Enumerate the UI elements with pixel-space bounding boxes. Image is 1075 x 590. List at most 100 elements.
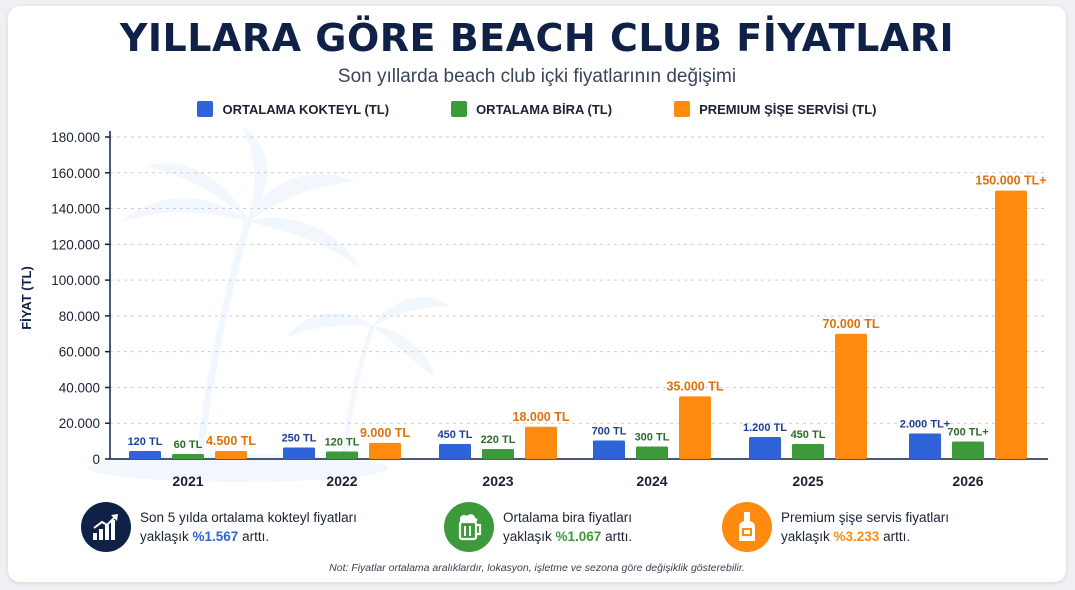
x-tick-label: 2026 [952, 473, 983, 489]
bar-cocktail [909, 433, 941, 459]
y-tick-label: 60.000 [59, 345, 100, 360]
bar-cocktail [749, 437, 781, 459]
bar-beer [792, 444, 824, 459]
x-tick-label: 2023 [482, 473, 513, 489]
grid-lines [110, 136, 1048, 424]
bar-bottle [835, 333, 867, 459]
legend-item-cocktail: ORTALAMA KOKTEYL (TL) [197, 101, 389, 117]
y-tick-label: 160.000 [51, 166, 100, 181]
legend-item-beer: ORTALAMA BİRA (TL) [451, 101, 612, 117]
stat-beer: Ortalama bira fiyatları yaklaşık %1.067 … [444, 502, 632, 552]
bar-bottle [679, 396, 711, 459]
data-label-bottle: 9.000 TL [360, 426, 410, 440]
chart-legend: ORTALAMA KOKTEYL (TL) ORTALAMA BİRA (TL)… [8, 101, 1066, 117]
stat-cocktail-line2: yaklaşık %1.567 arttı. [140, 527, 357, 546]
bar-beer [636, 446, 668, 459]
bottle-icon [739, 512, 755, 541]
stat-beer-text: Ortalama bira fiyatları yaklaşık %1.067 … [503, 508, 632, 546]
chart-axes [105, 131, 1048, 460]
bar-beer [326, 451, 358, 459]
stat-cocktail-suffix: arttı. [238, 529, 270, 544]
stat-beer-suffix: arttı. [601, 529, 633, 544]
stat-cocktail-line1: Son 5 yılda ortalama kokteyl fiyatları [140, 510, 357, 525]
data-label-beer: 700 TL+ [947, 427, 988, 439]
stat-beer-line1: Ortalama bira fiyatları [503, 510, 633, 525]
stat-bottle-prefix: yaklaşık [781, 529, 834, 544]
data-label-beer: 120 TL [325, 437, 360, 449]
beer-mug-icon [458, 514, 482, 541]
data-label-cocktail: 700 TL [592, 426, 627, 438]
chart-bars [129, 190, 1027, 459]
y-tick-label: 100.000 [51, 273, 100, 288]
data-label-beer: 220 TL [481, 434, 516, 446]
legend-label-cocktail: ORTALAMA KOKTEYL (TL) [222, 101, 390, 117]
stat-cocktail: Son 5 yılda ortalama kokteyl fiyatları y… [81, 502, 357, 552]
stat-beer-prefix: yaklaşık [503, 529, 556, 544]
bar-cocktail [593, 440, 625, 459]
y-tick-label: 40.000 [59, 380, 100, 395]
y-tick-label: 180.000 [51, 130, 100, 145]
stat-cocktail-value: %1.567 [192, 529, 239, 544]
legend-swatch-cocktail [197, 101, 214, 117]
data-label-cocktail: 2.000 TL+ [900, 419, 950, 431]
stat-beer-value: %1.067 [555, 529, 602, 544]
x-tick-label: 2022 [326, 473, 357, 489]
page-title: YILLARA GÖRE BEACH CLUB FİYATLARI [119, 16, 955, 60]
y-tick-label: 0 [92, 452, 100, 467]
chart-growth-icon [93, 514, 118, 540]
bar-bottle [369, 442, 401, 459]
data-label-cocktail: 1.200 TL [743, 422, 787, 434]
data-label-cocktail: 250 TL [282, 433, 317, 445]
stat-beer-line2: yaklaşık %1.067 arttı. [503, 527, 632, 546]
data-label-bottle: 4.500 TL [206, 434, 256, 448]
legend-item-bottle: PREMIUM ŞİŞE SERVİSİ (TL) [674, 101, 877, 117]
legend-swatch-beer [451, 101, 468, 117]
stat-cocktail-text: Son 5 yılda ortalama kokteyl fiyatları y… [140, 508, 357, 546]
stat-bottle-value: %3.233 [833, 529, 880, 544]
y-tick-label: 20.000 [59, 416, 100, 431]
data-label-bottle: 70.000 TL [823, 317, 880, 331]
bar-bottle [995, 190, 1027, 459]
legend-label-beer: ORTALAMA BİRA (TL) [476, 101, 613, 117]
data-label-bottle: 150.000 TL+ [975, 174, 1046, 188]
data-label-beer: 300 TL [635, 432, 670, 444]
y-tick-label: 120.000 [51, 237, 100, 252]
bar-bottle [525, 426, 557, 459]
legend-swatch-bottle [674, 101, 691, 117]
stat-bottle-line2: yaklaşık %3.233 arttı. [781, 527, 949, 546]
stat-bottle-badge [722, 502, 772, 552]
stat-cocktail-prefix: yaklaşık [140, 529, 193, 544]
data-label-cocktail: 450 TL [438, 429, 473, 441]
footnote: Not: Fiyatlar ortalama aralıklardır, lok… [329, 562, 745, 574]
data-label-cocktail: 120 TL [128, 436, 163, 448]
palm-tree-watermark [88, 125, 450, 482]
x-tick-label: 2024 [636, 473, 667, 489]
y-tick-label: 140.000 [51, 202, 100, 217]
data-label-beer: 60 TL [174, 439, 203, 451]
bar-beer [952, 441, 984, 459]
bar-cocktail [283, 447, 315, 459]
data-label-bottle: 35.000 TL [667, 379, 724, 393]
stat-bottle-text: Premium şişe servis fiyatları yaklaşık %… [781, 508, 949, 546]
stat-bottle-suffix: arttı. [879, 529, 911, 544]
x-tick-label: 2025 [792, 473, 823, 489]
bar-bottle [215, 450, 247, 459]
bar-chart: 0 20.000 40.000 60.000 80.000 100.000 120.000 1… [19, 125, 1048, 489]
stat-beer-badge [444, 502, 494, 552]
bar-cocktail [439, 444, 471, 459]
chart-labels: 0 20.000 40.000 60.000 80.000 100.000 120.000 1… [19, 130, 1047, 489]
data-label-bottle: 18.000 TL [513, 410, 570, 424]
stats-footer: Son 5 yılda ortalama kokteyl fiyatları y… [8, 502, 1066, 552]
bar-beer [172, 454, 204, 459]
page-subtitle: Son yıllarda beach club içki fiyatlarını… [337, 66, 737, 87]
stat-cocktail-badge [81, 502, 131, 552]
legend-label-bottle: PREMIUM ŞİŞE SERVİSİ (TL) [699, 101, 877, 117]
stat-bottle-line1: Premium şişe servis fiyatları [781, 510, 950, 525]
bar-beer [482, 449, 514, 459]
stat-bottle: Premium şişe servis fiyatları yaklaşık %… [722, 502, 949, 552]
y-tick-label: 80.000 [59, 309, 100, 324]
bar-cocktail [129, 451, 161, 459]
x-tick-label: 2021 [172, 473, 203, 489]
data-label-beer: 450 TL [791, 429, 826, 441]
infographic-card: YILLARA GÖRE BEACH CLUB FİYATLARI Son yı… [8, 6, 1066, 582]
